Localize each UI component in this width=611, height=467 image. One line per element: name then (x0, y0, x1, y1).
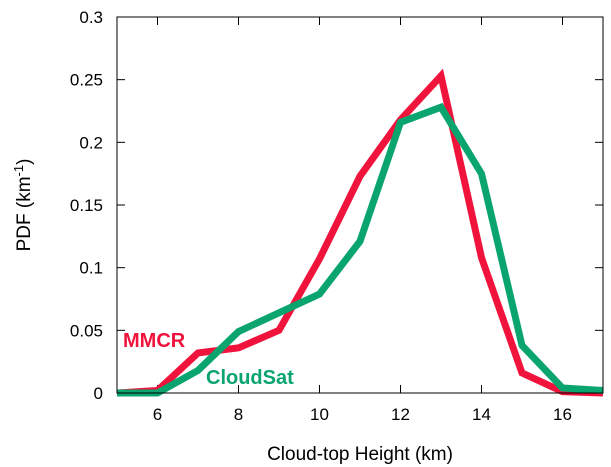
x-tick-label: 14 (472, 405, 491, 424)
y-axis-label-main: PDF (km (14, 176, 35, 251)
y-tick-label: 0.3 (79, 8, 103, 27)
series-label-mmcr: MMCR (123, 330, 186, 352)
y-tick-label: 0 (94, 384, 103, 403)
x-tick-label: 10 (310, 405, 329, 424)
x-tick-label: 8 (234, 405, 243, 424)
series-line-mmcr (116, 68, 604, 397)
series-label-cloudsat: CloudSat (206, 367, 294, 389)
y-tick-label: 0.25 (70, 71, 103, 90)
x-tick-label: 6 (153, 405, 162, 424)
y-axis-label-close: ) (14, 159, 35, 165)
y-tick-label: 0.05 (70, 321, 103, 340)
y-tick-label: 0.1 (79, 259, 103, 278)
series-lines (116, 68, 604, 397)
x-tick-labels: 6 8 10 12 14 16 (153, 405, 572, 424)
y-tick-label: 0.2 (79, 133, 103, 152)
plot-frame (116, 16, 604, 394)
y-tick-label: 0.15 (70, 196, 103, 215)
axis-ticks (117, 16, 603, 394)
y-axis-label-superscript: -1 (11, 165, 26, 177)
x-tick-label: 12 (391, 405, 410, 424)
y-axis-label: PDF (km-1) (11, 159, 36, 252)
series-line-cloudsat (117, 102, 604, 397)
x-tick-label: 16 (553, 405, 572, 424)
y-tick-labels: 0 0.05 0.1 0.15 0.2 0.25 0.3 (70, 8, 103, 403)
x-axis-label: Cloud-top Height (km) (267, 444, 453, 465)
